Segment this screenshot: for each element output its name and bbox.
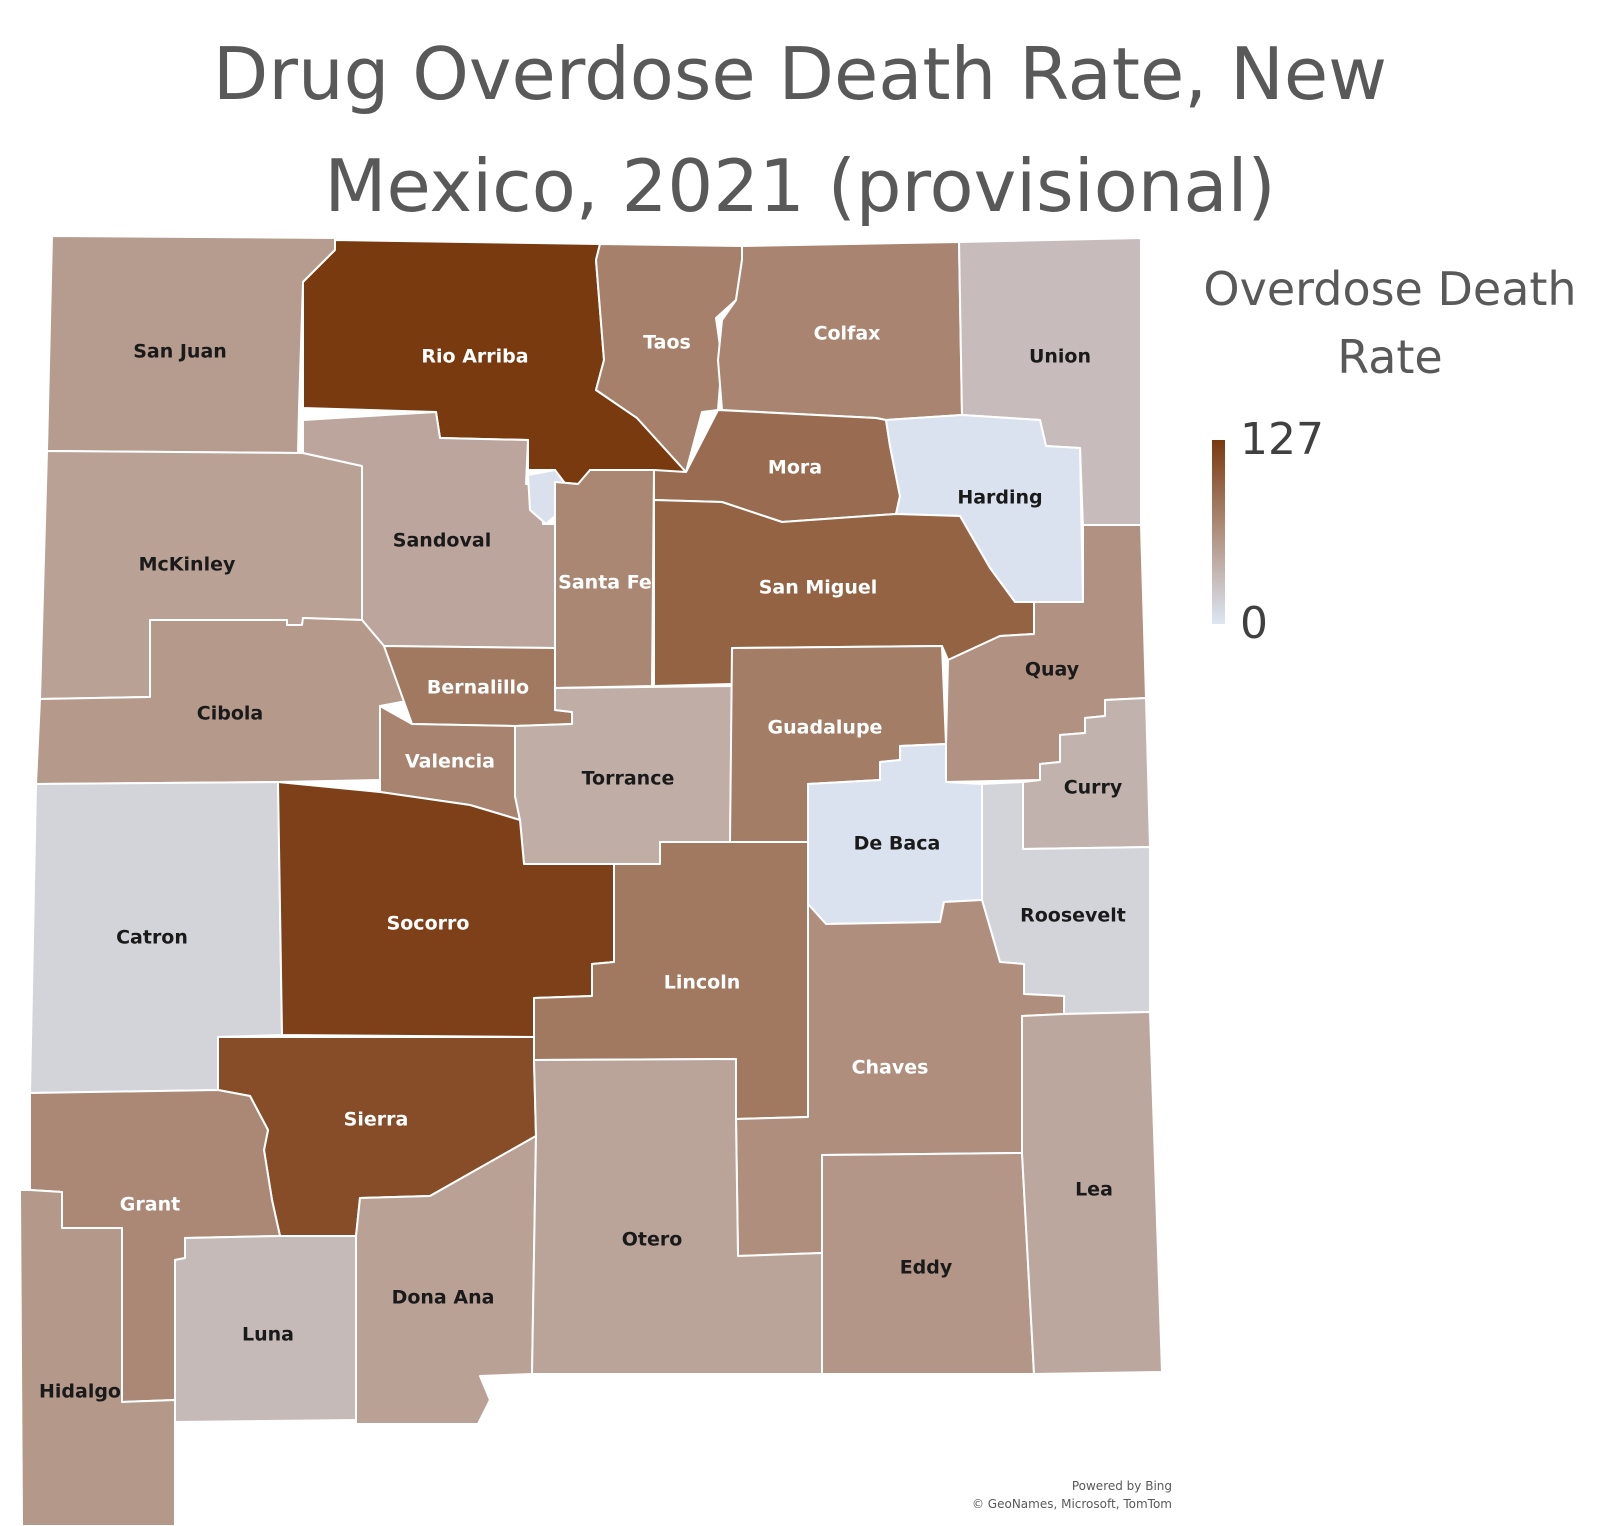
credits-attribution: © GeoNames, Microsoft, TomTom — [971, 1497, 1172, 1511]
county-label-quay: Quay — [1025, 659, 1080, 681]
county-label-grant: Grant — [120, 1194, 180, 1216]
county-label-santa-fe: Santa Fe — [558, 572, 652, 594]
county-label-mora: Mora — [768, 457, 822, 479]
county-label-hidalgo: Hidalgo — [39, 1381, 121, 1403]
county-label-catron: Catron — [116, 927, 188, 949]
map-title-line-1: Drug Overdose Death Rate, New — [212, 32, 1388, 116]
county-label-lincoln: Lincoln — [664, 972, 741, 994]
county-label-guadalupe: Guadalupe — [768, 717, 883, 739]
county-label-sandoval: Sandoval — [393, 530, 491, 552]
county-otero[interactable] — [531, 1058, 823, 1375]
county-label-luna: Luna — [242, 1324, 294, 1346]
legend-title: Overdose Death Rate — [1195, 255, 1585, 391]
county-label-mckinley: McKinley — [139, 554, 236, 576]
county-luna[interactable] — [174, 1235, 357, 1423]
county-label-colfax: Colfax — [814, 323, 881, 345]
county-label-curry: Curry — [1064, 777, 1123, 799]
county-label-harding: Harding — [957, 487, 1042, 509]
legend-max-value: 127 — [1240, 414, 1324, 465]
legend-min-value: 0 — [1240, 598, 1268, 649]
county-label-dona-ana: Dona Ana — [392, 1287, 495, 1309]
legend-title-line-1: Overdose Death — [1203, 262, 1577, 316]
map-title: Drug Overdose Death Rate, New Mexico, 20… — [0, 18, 1600, 242]
county-label-san-juan: San Juan — [133, 341, 227, 363]
county-label-bernalillo: Bernalillo — [427, 677, 529, 699]
county-label-socorro: Socorro — [387, 913, 470, 935]
county-label-cibola: Cibola — [197, 703, 263, 725]
county-label-otero: Otero — [622, 1229, 683, 1251]
county-hidalgo[interactable] — [19, 1189, 176, 1526]
county-label-san-miguel: San Miguel — [759, 577, 878, 599]
county-sandoval[interactable] — [302, 411, 556, 649]
county-label-valencia: Valencia — [405, 751, 495, 773]
county-label-taos: Taos — [643, 332, 691, 354]
county-label-sierra: Sierra — [344, 1109, 409, 1131]
county-label-union: Union — [1029, 346, 1091, 368]
county-label-lea: Lea — [1075, 1179, 1113, 1201]
map-credits: Powered by Bing © GeoNames, Microsoft, T… — [900, 1477, 1172, 1513]
county-label-eddy: Eddy — [900, 1257, 953, 1279]
county-label-chaves: Chaves — [852, 1057, 929, 1079]
county-lea[interactable] — [1021, 1011, 1163, 1375]
county-dona-ana[interactable] — [355, 1135, 537, 1425]
credits-powered-by: Powered by Bing — [1071, 1479, 1172, 1493]
map-title-line-2: Mexico, 2021 (provisional) — [324, 144, 1276, 228]
county-label-rio-arriba: Rio Arriba — [421, 346, 528, 368]
legend-color-scale — [1212, 440, 1225, 624]
county-label-de-baca: De Baca — [854, 833, 941, 855]
county-label-torrance: Torrance — [582, 768, 675, 790]
county-label-roosevelt: Roosevelt — [1020, 905, 1126, 927]
legend-title-line-2: Rate — [1337, 330, 1443, 384]
